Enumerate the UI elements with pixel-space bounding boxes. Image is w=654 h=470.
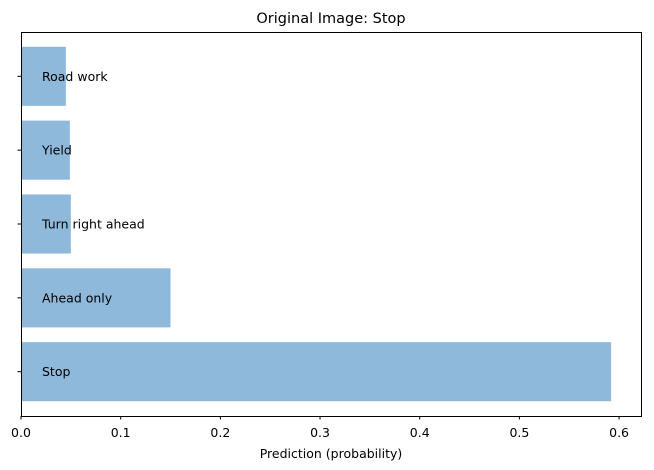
bar-label: Road work [42, 69, 108, 84]
x-tick-label: 0.5 [509, 425, 529, 440]
bar-road-work [21, 46, 66, 106]
x-tick-label: 0.3 [310, 425, 330, 440]
chart-title: Original Image: Stop [256, 11, 405, 27]
bars-group [21, 46, 612, 402]
bar-label: Turn right ahead [41, 217, 145, 232]
bar-labels-group: Stop Ahead only Turn right ahead Yield Road … [41, 69, 145, 379]
bar-yield [21, 120, 70, 180]
bar-label: Stop [42, 364, 70, 379]
x-tick-label: 0.2 [210, 425, 230, 440]
x-tick-label: 0.4 [410, 425, 430, 440]
bar-label: Yield [41, 143, 72, 158]
bar-stop [21, 342, 612, 402]
x-tick-label: 0.1 [111, 425, 131, 440]
x-tick-label: 0.6 [609, 425, 629, 440]
plot-frame [21, 32, 642, 417]
bar-label: Ahead only [42, 290, 113, 305]
bar-turn-right-ahead [21, 194, 71, 254]
x-axis-label: Prediction (probability) [260, 446, 403, 461]
y-axis-ticks [17, 75, 21, 373]
x-tick-label: 0.0 [11, 425, 31, 440]
x-axis-ticks: 0.0 0.1 0.2 0.3 0.4 0.5 0.6 [11, 416, 629, 440]
bar-ahead-only [21, 268, 171, 328]
